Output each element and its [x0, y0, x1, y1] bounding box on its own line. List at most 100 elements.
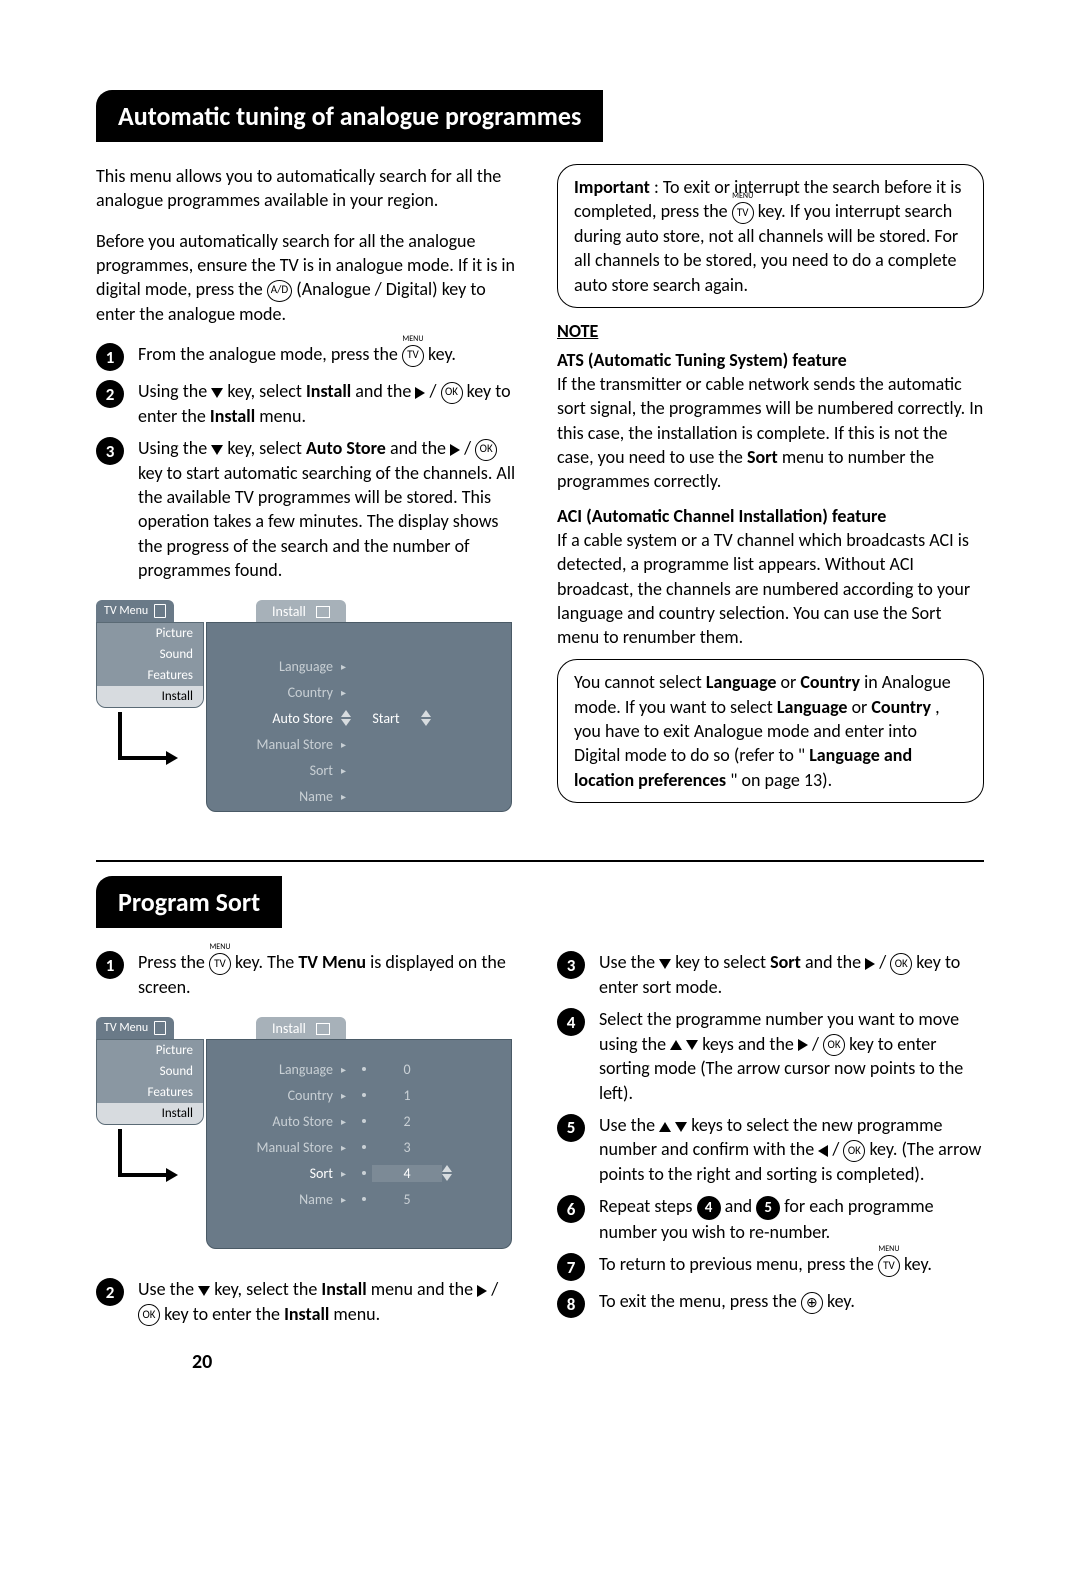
s2s2d: key to enter the	[164, 1303, 284, 1325]
s2s3c: and the	[805, 951, 865, 973]
s2-step7: 7 To return to previous menu, press the …	[557, 1252, 984, 1281]
tv-menu-graphic-2: TV Menu Install Picture Sound Features I…	[96, 1017, 516, 1267]
num-4: 4	[372, 1165, 442, 1182]
step-num-2: 2	[96, 380, 124, 408]
s2s2c: menu and the	[371, 1278, 477, 1300]
row-autostore: Auto Store Start	[221, 705, 497, 731]
right-arrow-icon	[798, 1039, 808, 1051]
down-arrow-icon	[675, 1122, 687, 1132]
tv-key-icon: TV	[878, 1255, 900, 1277]
ad-key-icon: A/D	[267, 280, 292, 302]
row-name: Name▸	[221, 783, 497, 809]
s2s2-install: Install	[321, 1278, 366, 1300]
lbl-manualstore: Manual Store	[221, 736, 341, 753]
s2s5a: Use the	[599, 1114, 659, 1136]
page-content: Automatic tuning of analogue programmes …	[96, 90, 984, 1334]
right-arrow-icon	[415, 387, 425, 399]
elbow-arrow-icon	[118, 712, 168, 760]
s1s3b: key, select	[227, 437, 306, 459]
step-num-1: 1	[96, 343, 124, 371]
section2-left-col: 1 Press the TV key. The TV Menu is displ…	[96, 950, 523, 1334]
s2-step8: 8 To exit the menu, press the ⊕ key.	[557, 1289, 984, 1318]
row-autostore: Auto Store▸2	[221, 1108, 497, 1134]
step-num-6: 6	[557, 1195, 585, 1223]
left-arrow-icon	[818, 1145, 828, 1157]
ok-key-icon: OK	[475, 439, 497, 461]
row-name: Name▸5	[221, 1186, 497, 1212]
right-arrow-icon	[477, 1285, 487, 1297]
down-arrow-icon	[211, 388, 223, 398]
down-arrow-icon	[198, 1286, 210, 1296]
s2-step1: 1 Press the TV key. The TV Menu is displ…	[96, 950, 523, 999]
side-sound: Sound	[97, 644, 203, 665]
ats-sort: Sort	[747, 446, 778, 468]
down-arrow-icon	[211, 445, 223, 455]
row-country: Country▸1	[221, 1082, 497, 1108]
s1s1b: key.	[428, 343, 456, 365]
side-sound: Sound	[97, 1061, 203, 1082]
row-language: Language▸0	[221, 1056, 497, 1082]
s2-step7-text: To return to previous menu, press the TV…	[599, 1252, 984, 1277]
tv-key-icon: TV	[209, 953, 231, 975]
lbl-autostore: Auto Store	[221, 710, 341, 727]
important-label: Important	[574, 176, 650, 198]
s2-step5-text: Use the keys to select the new programme…	[599, 1113, 984, 1186]
important-box: Important : To exit or interrupt the sea…	[557, 164, 984, 308]
ok-key-icon: OK	[823, 1034, 845, 1056]
s2s2-install2: Install	[284, 1303, 329, 1325]
s2s3a: Use the	[599, 951, 659, 973]
inline-num-4: 4	[697, 1196, 721, 1220]
s2-step1-text: Press the TV key. The TV Menu is display…	[138, 950, 523, 999]
side-features: Features	[97, 1082, 203, 1103]
side-install: Install	[97, 1103, 203, 1124]
tv-menu-tab: TV Menu	[96, 1017, 174, 1039]
install-tab-label: Install	[272, 603, 306, 620]
num-5: 5	[372, 1191, 442, 1208]
s2s2e: menu.	[333, 1303, 380, 1325]
s1s2c: and the	[355, 380, 415, 402]
aci-body: If a cable system or a TV channel which …	[557, 529, 970, 648]
side-picture: Picture	[97, 623, 203, 644]
s2s1a: Press the	[138, 951, 209, 973]
s1-step2-text: Using the key, select Install and the / …	[138, 379, 523, 428]
section1-title: Automatic tuning of analogue programmes	[96, 90, 603, 142]
s1-step3: 3 Using the key, select Auto Store and t…	[96, 436, 523, 582]
side-features: Features	[97, 665, 203, 686]
s2s6b: and	[725, 1195, 757, 1217]
section2-columns: 1 Press the TV key. The TV Menu is displ…	[96, 950, 984, 1334]
lbl-language: Language	[221, 658, 341, 675]
note-heading: NOTE	[557, 320, 984, 342]
s2-step3-text: Use the key to select Sort and the / OK …	[599, 950, 984, 999]
step-num-3: 3	[557, 951, 585, 979]
s1s1a: From the analogue mode, press the	[138, 343, 402, 365]
lang-a: You cannot select	[574, 671, 706, 693]
s2-step4-text: Select the programme number you want to …	[599, 1007, 984, 1105]
s2s7b: key.	[904, 1253, 932, 1275]
section-separator	[96, 860, 984, 862]
s2s2b: key, select the	[214, 1278, 321, 1300]
s1-step1-text: From the analogue mode, press the TV key…	[138, 342, 523, 367]
step-num-4: 4	[557, 1008, 585, 1036]
lbl-country: Country	[221, 684, 341, 701]
tv-main-panel: Language▸ Country▸ Auto Store Start Manu…	[206, 622, 512, 812]
doc-icon	[154, 1021, 166, 1035]
tv-side-menu: Picture Sound Features Install	[96, 1039, 204, 1125]
s1-step3-text: Using the key, select Auto Store and the…	[138, 436, 523, 582]
s2s1b: key. The	[235, 951, 298, 973]
lang-b: or	[781, 671, 801, 693]
language-note-box: You cannot select Language or Country in…	[557, 659, 984, 802]
s2s3-sort: Sort	[770, 951, 801, 973]
s2-step3: 3 Use the key to select Sort and the / O…	[557, 950, 984, 999]
step-num-3: 3	[96, 437, 124, 465]
lang-lang2: Language	[777, 696, 848, 718]
num-2: 2	[372, 1113, 442, 1130]
lang-lang1: Language	[706, 671, 777, 693]
intro-p2: Before you automatically search for all …	[96, 229, 523, 327]
side-install: Install	[97, 686, 203, 707]
row-sort: Sort▸	[221, 757, 497, 783]
row-language: Language▸	[221, 653, 497, 679]
s2s7a: To return to previous menu, press the	[599, 1253, 878, 1275]
ok-key-icon: OK	[441, 382, 463, 404]
step-num-7: 7	[557, 1253, 585, 1281]
row-country: Country▸	[221, 679, 497, 705]
